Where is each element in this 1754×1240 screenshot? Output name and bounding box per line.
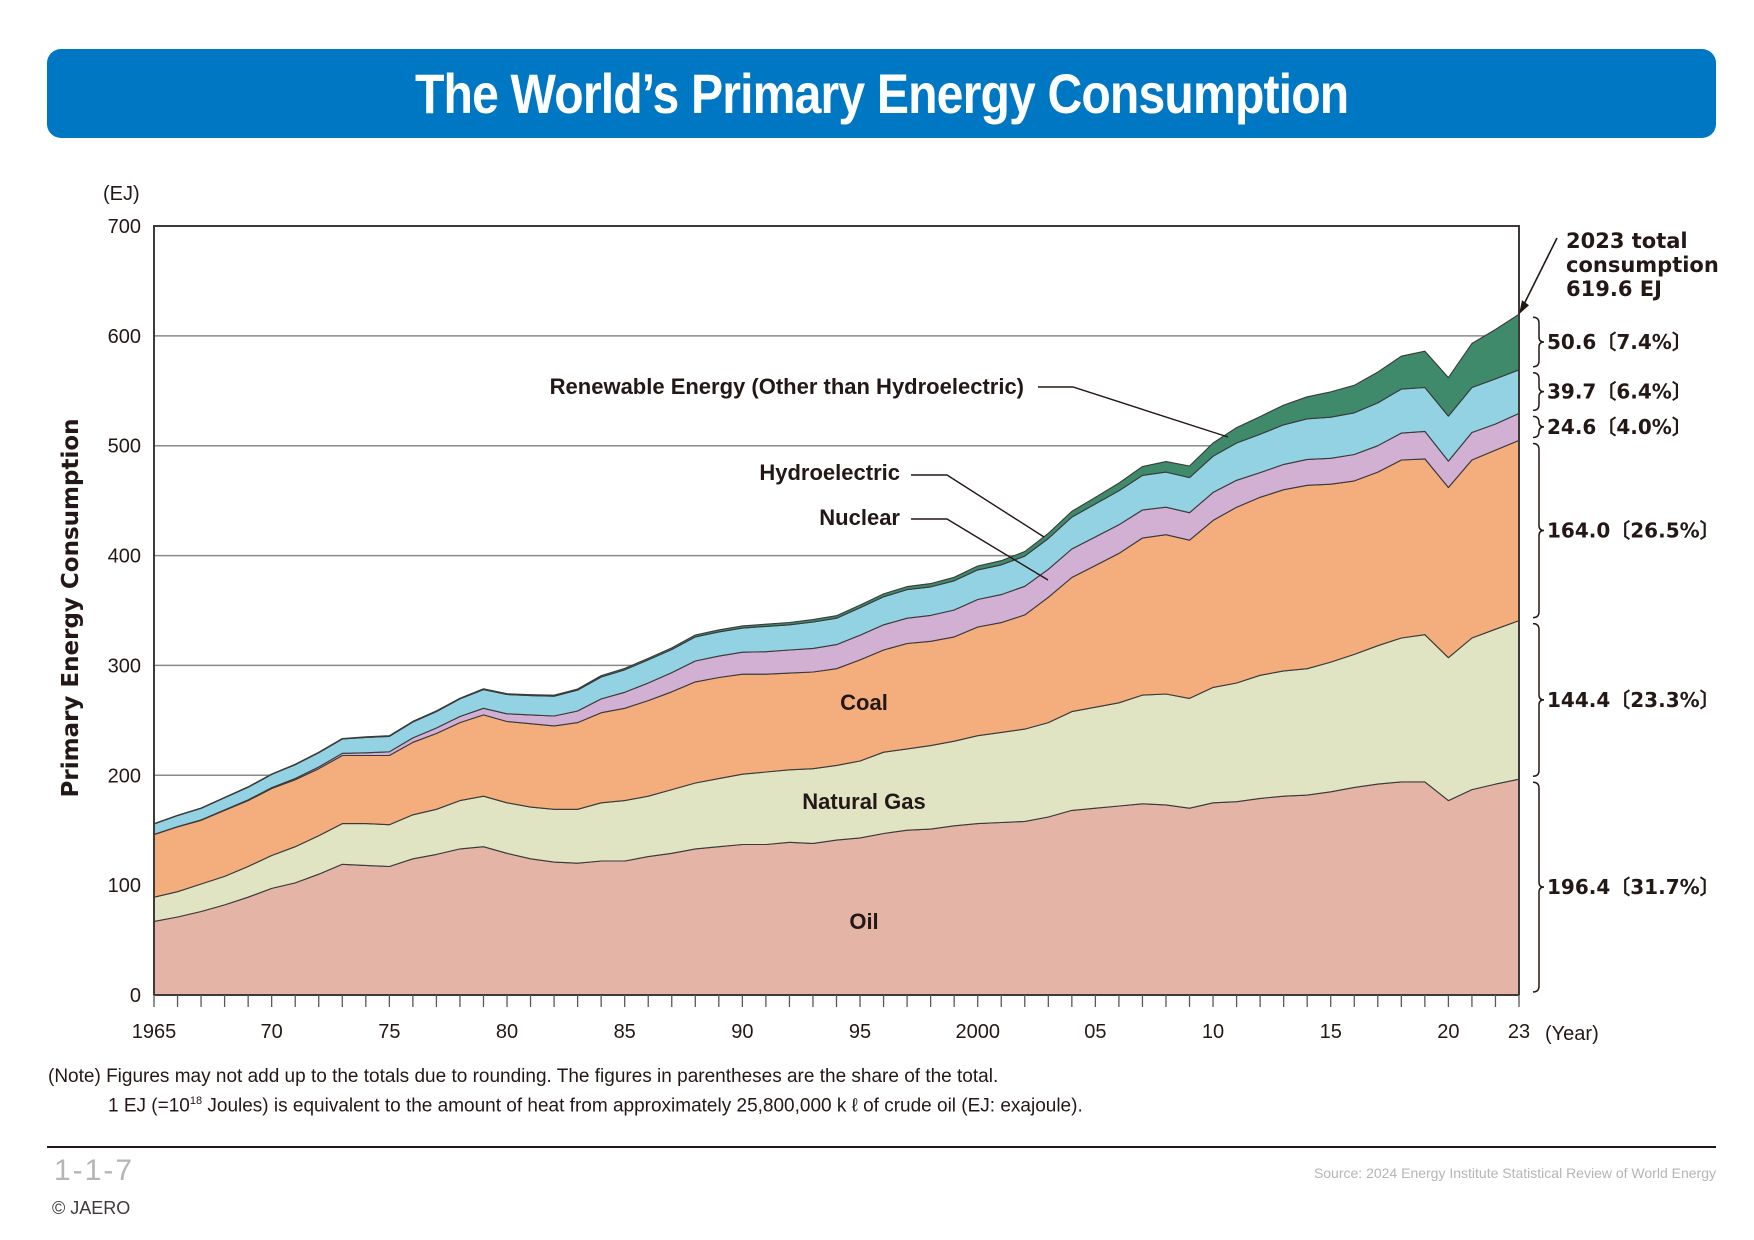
x-tick-label: 90 <box>731 1021 753 1043</box>
note-line-2: 1 EJ (=1018 Joules) is equivalent to the… <box>108 1095 1083 1117</box>
note-line-1: (Note) Figures may not add up to the tot… <box>48 1066 999 1087</box>
brace <box>1532 372 1545 412</box>
source-credit: Source: 2024 Energy Institute Statistica… <box>1313 1165 1716 1181</box>
x-tick-label: 85 <box>614 1021 636 1043</box>
note-line-2-start: 1 EJ (=10 <box>108 1095 190 1117</box>
copyright: © JAERO <box>52 1198 131 1218</box>
x-axis-ticks: 1965 70 75 80 85 90 95 2000 05 10 15 20 23 <box>132 995 1530 1043</box>
total-arrow-line <box>1522 237 1558 307</box>
end-value-label: 50.6〔7.4%〕 <box>1547 330 1692 354</box>
series-areas <box>153 313 1520 996</box>
y-tick-label: 600 <box>108 326 141 348</box>
brace <box>1532 622 1545 777</box>
x-tick-label: 70 <box>261 1021 283 1043</box>
y-tick-label: 400 <box>108 546 141 568</box>
footer-divider <box>47 1146 1716 1148</box>
y-tick-label: 300 <box>108 655 141 677</box>
page-title: The World’s Primary Energy Consumption <box>414 62 1349 125</box>
label-renewable: Renewable Energy (Other than Hydroelectr… <box>550 374 1024 399</box>
total-annotation-line: 2023 total <box>1566 229 1688 253</box>
y-axis-title: Primary Energy Consumption <box>58 418 84 797</box>
x-tick-label: 2000 <box>955 1021 1000 1043</box>
x-tick-label: 20 <box>1437 1021 1459 1043</box>
arrowhead-icon <box>1519 300 1529 315</box>
y-tick-label: 500 <box>108 436 141 458</box>
end-value-label: 39.7〔6.4%〕 <box>1547 380 1692 404</box>
label-nuclear: Nuclear <box>819 505 900 530</box>
label-coal: Coal <box>840 690 888 715</box>
x-tick-label: 23 <box>1508 1021 1530 1043</box>
end-value-label: 144.4〔23.3%〕 <box>1547 688 1720 712</box>
y-tick-label: 700 <box>108 216 141 238</box>
title-banner: The World’s Primary Energy Consumption <box>47 49 1716 138</box>
x-tick-label: 15 <box>1320 1021 1342 1043</box>
y-tick-label: 0 <box>130 985 141 1007</box>
brace <box>1532 415 1545 439</box>
x-tick-label: 95 <box>849 1021 871 1043</box>
brace <box>1532 442 1545 619</box>
end-value-label: 196.4〔31.7%〕 <box>1547 875 1720 899</box>
end-value-label: 24.6〔4.0%〕 <box>1547 415 1692 439</box>
y-axis-ticks: 0 100 200 300 400 500 600 700 <box>108 216 141 1007</box>
leader-line-renewable <box>1038 386 1229 438</box>
x-tick-label: 10 <box>1202 1021 1224 1043</box>
page-number: 1-1-7 <box>54 1154 135 1187</box>
total-annotation-line: 619.6 EJ <box>1566 277 1662 301</box>
brace <box>1532 781 1545 993</box>
x-tick-label: 1965 <box>132 1021 177 1043</box>
x-tick-label: 75 <box>378 1021 400 1043</box>
leader-line-hydroelectric <box>911 474 1045 538</box>
note-superscript: 18 <box>189 1095 203 1107</box>
brace <box>1532 316 1545 368</box>
end-value-labels: 50.6〔7.4%〕 39.7〔6.4%〕 24.6〔4.0%〕 164.0〔26.5… <box>1532 316 1720 993</box>
label-natural-gas: Natural Gas <box>802 789 926 814</box>
label-oil: Oil <box>849 909 878 934</box>
x-axis-unit: (Year) <box>1545 1023 1599 1045</box>
total-annotation-line: consumption <box>1566 253 1719 277</box>
y-tick-label: 100 <box>108 875 141 897</box>
end-value-label: 164.0〔26.5%〕 <box>1547 519 1720 543</box>
label-hydroelectric: Hydroelectric <box>759 460 900 485</box>
note-line-2-end: Joules) is equivalent to the amount of h… <box>202 1095 1083 1117</box>
x-tick-label: 80 <box>496 1021 518 1043</box>
leader-line-nuclear <box>911 518 1049 581</box>
y-tick-label: 200 <box>108 765 141 787</box>
y-unit-label: (EJ) <box>103 183 140 205</box>
plot-border <box>153 225 1520 995</box>
x-tick-label: 05 <box>1084 1021 1106 1043</box>
series-labels: Oil Natural Gas Coal Renewable Energy (Othe… <box>550 374 1229 934</box>
